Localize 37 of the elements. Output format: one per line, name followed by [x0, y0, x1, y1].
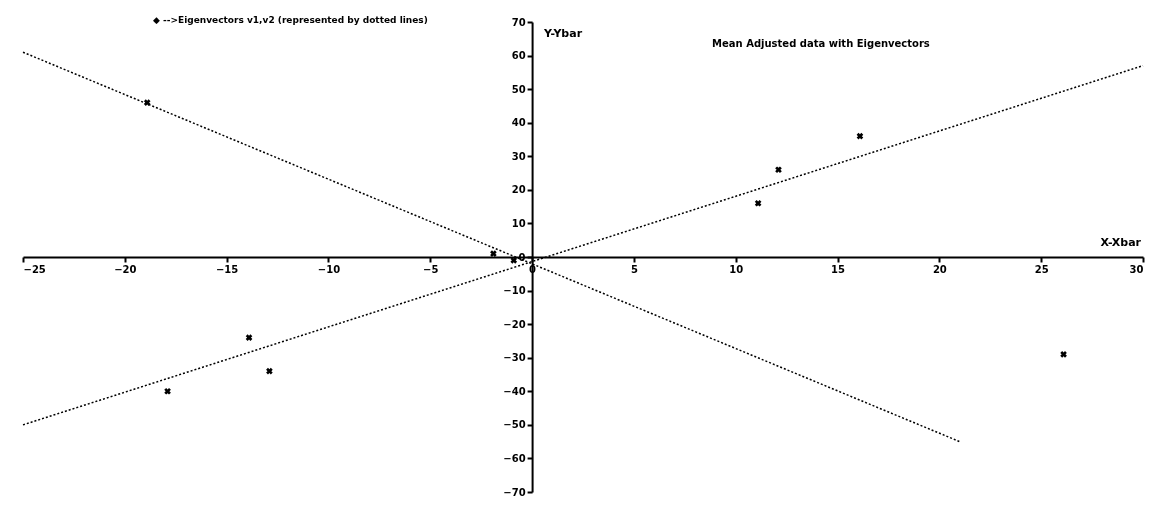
y-tick-label: 30	[511, 150, 526, 162]
y-tick-label: −10	[503, 285, 526, 297]
x-tick-label: −5	[423, 263, 439, 275]
x-axis-title: X-Xbar	[1100, 236, 1142, 249]
x-tick-label: −25	[23, 263, 46, 275]
point	[266, 367, 273, 375]
text: Mean Adjusted data with Eigenvectors	[712, 38, 930, 49]
x-tick-label: 10	[729, 263, 744, 275]
x-tick-label: 5	[630, 263, 638, 275]
y-tick-label: −40	[503, 385, 526, 397]
x-tick-label: −15	[215, 263, 239, 275]
point	[775, 166, 782, 174]
x-tick-label: 15	[831, 263, 846, 275]
y-tick-label: 50	[511, 83, 526, 95]
x-tick-label: −10	[317, 263, 341, 275]
y-tick-label: 20	[511, 184, 526, 196]
point	[143, 99, 151, 106]
y-tick-label: −20	[503, 318, 526, 330]
y-tick-label: −60	[503, 452, 526, 464]
y-tick-label: 60	[511, 50, 526, 62]
point	[164, 387, 171, 395]
point	[856, 132, 864, 140]
y-tick-label: 40	[511, 117, 526, 129]
point	[754, 199, 762, 207]
y-tick-label: −70	[503, 486, 526, 498]
y-tick-label: −50	[503, 419, 526, 431]
y-tick-label: 70	[511, 16, 526, 28]
point	[510, 257, 518, 264]
x-tick-label: 30	[1129, 263, 1144, 275]
x-tick-label: 20	[932, 263, 947, 275]
x-tick-label: 25	[1034, 263, 1049, 275]
y-axis-title: Y-Ybar	[543, 27, 583, 40]
x-tick-label: −20	[114, 263, 137, 275]
y-tick-label: 10	[511, 217, 526, 229]
annotation: ◆ -->Eigenvectors v1,v2 (represented by dotted lines)	[153, 15, 428, 25]
point	[245, 334, 253, 341]
y-tick-label: −30	[503, 352, 526, 364]
